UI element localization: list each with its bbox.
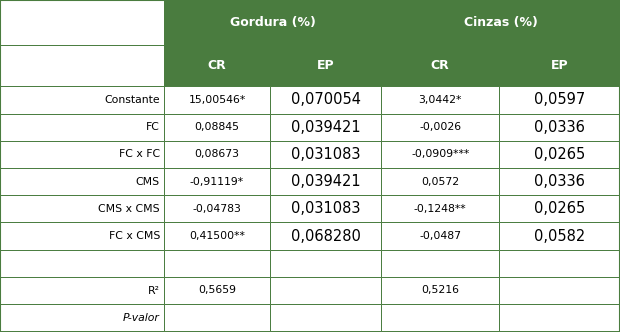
Bar [381,168,499,195]
Text: 0,41500**: 0,41500** [189,231,245,241]
Text: FC: FC [146,122,160,132]
Text: CMS x CMS: CMS x CMS [99,204,160,214]
Bar [381,195,499,222]
Bar [164,141,270,168]
Bar [270,141,381,168]
Text: CMS: CMS [136,177,160,187]
Bar [499,168,620,195]
Bar [381,277,499,304]
Bar [0,222,164,250]
Bar [164,45,270,86]
Bar [0,331,164,332]
Text: 0,0572: 0,0572 [421,177,459,187]
Text: Gordura (%): Gordura (%) [230,16,316,29]
Text: -0,0909***: -0,0909*** [411,149,469,159]
Bar [0,141,164,168]
Bar [0,304,164,331]
Bar [0,168,164,195]
Bar [270,114,381,141]
Text: -0,0026: -0,0026 [419,122,461,132]
Bar [0,86,164,114]
Bar [499,141,620,168]
Text: -0,04783: -0,04783 [193,204,241,214]
Text: Cinzas (%): Cinzas (%) [464,16,538,29]
Bar [164,195,270,222]
Text: -0,1248**: -0,1248** [414,204,466,214]
Bar [270,277,381,304]
Bar [164,250,270,277]
Bar [0,250,164,277]
Bar [381,304,499,331]
Text: R²: R² [148,286,160,295]
Text: 0,039421: 0,039421 [291,120,360,135]
Text: EP: EP [317,59,334,72]
Bar [164,86,270,114]
Text: EP: EP [551,59,569,72]
Bar [164,114,270,141]
Bar [499,195,620,222]
Bar [0,195,164,222]
Bar [164,222,270,250]
Bar [164,331,270,332]
Text: 0,031083: 0,031083 [291,147,360,162]
Bar [499,114,620,141]
Bar [499,250,620,277]
Bar [499,45,620,86]
Text: FC x FC: FC x FC [119,149,160,159]
Bar [0,114,164,141]
Bar [270,331,381,332]
Bar [164,0,381,45]
Text: Constante: Constante [104,95,160,105]
Bar [270,45,381,86]
Text: 0,0336: 0,0336 [534,120,585,135]
Bar [381,0,620,45]
Bar [270,222,381,250]
Text: 0,068280: 0,068280 [291,228,360,244]
Bar [164,304,270,331]
Bar [270,250,381,277]
Bar [499,331,620,332]
Bar [499,277,620,304]
Bar [0,277,164,304]
Text: 0,0582: 0,0582 [534,228,585,244]
Bar [381,86,499,114]
Text: 15,00546*: 15,00546* [188,95,246,105]
Text: P-valor: P-valor [123,313,160,323]
Text: 0,0265: 0,0265 [534,201,585,216]
Bar [164,168,270,195]
Bar [381,250,499,277]
Bar [270,168,381,195]
Text: 3,0442*: 3,0442* [418,95,462,105]
Text: 0,5216: 0,5216 [421,286,459,295]
Bar [381,331,499,332]
Bar [381,222,499,250]
Bar [381,45,499,86]
Text: -0,91119*: -0,91119* [190,177,244,187]
Text: 0,0336: 0,0336 [534,174,585,189]
Bar [499,304,620,331]
Bar [499,222,620,250]
Text: FC x CMS: FC x CMS [108,231,160,241]
Text: 0,08673: 0,08673 [195,149,239,159]
Bar [381,114,499,141]
Text: 0,039421: 0,039421 [291,174,360,189]
Text: 0,0597: 0,0597 [534,92,585,108]
Text: CR: CR [431,59,450,72]
Text: 0,5659: 0,5659 [198,286,236,295]
Bar [0,0,164,45]
Bar [381,141,499,168]
Text: 0,0265: 0,0265 [534,147,585,162]
Bar [164,277,270,304]
Text: 0,08845: 0,08845 [195,122,239,132]
Text: -0,0487: -0,0487 [419,231,461,241]
Text: 0,070054: 0,070054 [291,92,360,108]
Bar [270,195,381,222]
Bar [499,86,620,114]
Text: CR: CR [208,59,226,72]
Bar [270,304,381,331]
Bar [0,45,164,86]
Bar [270,86,381,114]
Text: 0,031083: 0,031083 [291,201,360,216]
